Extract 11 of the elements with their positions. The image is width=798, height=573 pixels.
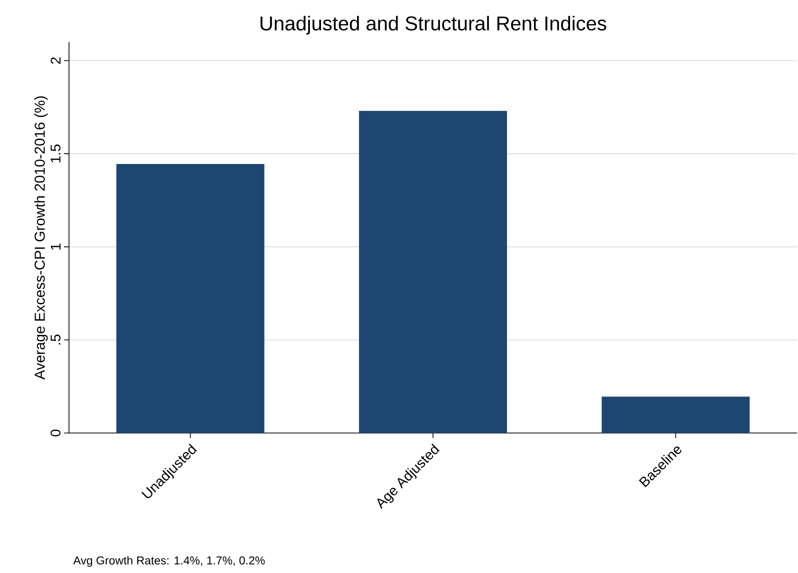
text: Avg Growth Rates: 1.4%, 1.7%, 0.2% xyxy=(73,556,265,567)
y-tick-label: 1 xyxy=(50,244,60,250)
bar xyxy=(602,396,750,433)
y-axis-title: Average Excess-CPI Growth 2010-2016 (%) xyxy=(34,96,48,380)
y-tick-label: .5 xyxy=(50,334,60,344)
bar xyxy=(359,110,508,433)
chart-title: Unadjusted and Structural Rent Indices xyxy=(260,16,606,34)
y-tick-label: 2 xyxy=(50,57,60,64)
y-tick-label: 0 xyxy=(50,430,60,436)
y-tick-label: 1.5 xyxy=(50,144,60,162)
bar xyxy=(116,164,264,433)
